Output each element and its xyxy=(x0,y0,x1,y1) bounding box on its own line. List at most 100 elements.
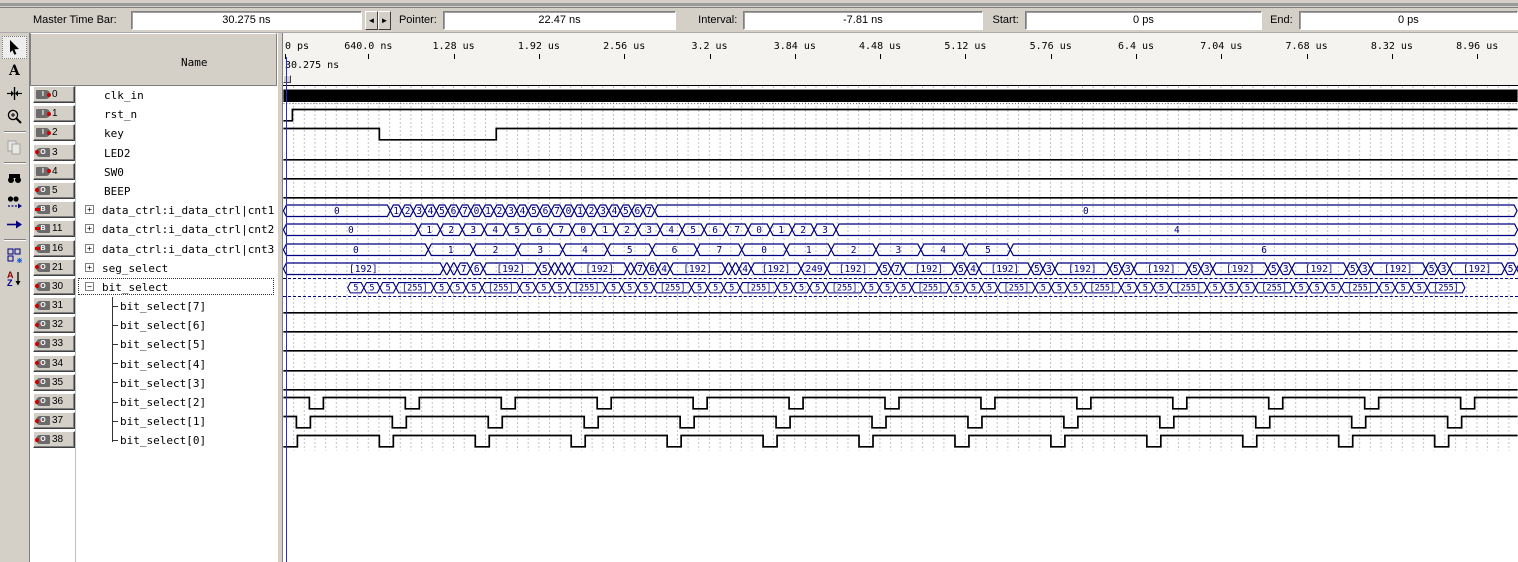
signal-row-rst_n[interactable]: I 1 rst_n xyxy=(30,105,277,124)
signal-name-label[interactable]: bit_select[3] xyxy=(120,376,207,390)
signal-name-label[interactable]: SW0 xyxy=(104,165,124,179)
signal-row-key[interactable]: I 2 key xyxy=(30,124,277,143)
wave-row-LED2[interactable] xyxy=(283,144,1518,163)
master-time-increment-button[interactable]: ► xyxy=(377,10,391,30)
wave-row-cnt3[interactable]: 0 1 2 3 4 5 6 7 0 1 2 3 4 5 6 xyxy=(283,240,1518,259)
signal-row-clk_in[interactable]: I 0 clk_in xyxy=(30,86,277,105)
signal-name-label[interactable]: BEEP xyxy=(104,184,131,198)
signal-row-bit_select[7][interactable]: O 31 bit_select[7] xyxy=(30,297,277,317)
signal-row-LED2[interactable]: O 3 LED2 xyxy=(30,143,277,163)
row-number-button[interactable]: O 21 xyxy=(33,258,75,276)
signal-row-bit_select[4][interactable]: O 34 bit_select[4] xyxy=(30,354,277,374)
master-time-decrement-button[interactable]: ◄ xyxy=(365,10,378,30)
signal-row-data_ctrl:i_data_ctrl|cnt2[interactable]: B 11 + data_ctrl:i_data_ctrl|cnt2 xyxy=(30,220,277,239)
row-number-button[interactable]: O 34 xyxy=(33,354,75,372)
signal-row-bit_select[0][interactable]: O 38 bit_select[0] xyxy=(30,431,277,450)
wave-row-key[interactable] xyxy=(283,124,1518,143)
pattern-tool[interactable] xyxy=(2,244,27,267)
time-bar-handle[interactable] xyxy=(283,75,291,83)
start-value[interactable]: 0 ps xyxy=(1024,10,1263,30)
wave-row-bit_select[3][interactable] xyxy=(283,374,1518,393)
wave-row-cnt2[interactable]: 0 1 2 3 4 5 6 7 0 1 2 3 4 5 6 7 0 1 2 3 4 xyxy=(283,220,1518,239)
signal-name-label[interactable]: data_ctrl:i_data_ctrl|cnt3 xyxy=(102,242,275,256)
signal-row-bit_select[interactable]: O 30− bit_select xyxy=(30,277,277,297)
signal-row-bit_select[3][interactable]: O 35 bit_select[3] xyxy=(30,373,277,393)
signal-name-label[interactable]: bit_select[0] xyxy=(120,434,207,448)
signal-row-seg_select[interactable]: O 21 + seg_select xyxy=(30,258,277,278)
wave-row-clk_in[interactable] xyxy=(283,86,1518,105)
signal-row-SW0[interactable]: I 4 SW0 xyxy=(30,162,277,182)
signal-row-BEEP[interactable]: O 5 BEEP xyxy=(30,181,277,201)
signal-name-label[interactable]: bit_select[2] xyxy=(120,396,207,409)
wave-row-bit_select[5][interactable] xyxy=(283,335,1518,354)
row-number-button[interactable]: O 32 xyxy=(33,316,75,334)
signal-name-label[interactable]: data_ctrl:i_data_ctrl|cnt1 xyxy=(102,204,275,218)
text-tool[interactable]: A xyxy=(2,59,27,82)
expand-toggle-expanded[interactable]: − xyxy=(85,281,94,291)
wave-row-bit_select[0][interactable] xyxy=(283,431,1518,450)
end-value[interactable]: 0 ps xyxy=(1298,10,1518,30)
expand-toggle-collapsed[interactable]: + xyxy=(85,262,94,272)
wave-row-BEEP[interactable] xyxy=(283,182,1518,201)
wave-row-bit_select[7][interactable] xyxy=(283,297,1518,316)
signal-name-label[interactable]: rst_n xyxy=(104,108,138,122)
signal-row-data_ctrl:i_data_ctrl|cnt1[interactable]: B 6 + data_ctrl:i_data_ctrl|cnt1 xyxy=(30,201,277,220)
expand-toggle-collapsed[interactable]: + xyxy=(85,243,94,253)
goto-tool[interactable] xyxy=(2,213,27,236)
find-next-tool[interactable] xyxy=(2,190,27,213)
row-number-button[interactable]: O 35 xyxy=(33,373,75,391)
wave-row-bit_select[6][interactable] xyxy=(283,316,1518,335)
row-number-button[interactable]: B 11 xyxy=(33,220,75,238)
panel-splitter[interactable] xyxy=(277,33,283,562)
row-number-button[interactable]: O 33 xyxy=(33,335,75,353)
wave-row-SW0[interactable] xyxy=(283,163,1518,182)
row-number-button[interactable]: O 38 xyxy=(33,431,75,449)
master-time-cursor-line[interactable] xyxy=(286,57,287,562)
waveform-edit-tool[interactable] xyxy=(2,82,27,105)
signal-name-label[interactable]: bit_select[1] xyxy=(120,415,207,429)
row-number-button[interactable]: O 30 xyxy=(33,277,75,295)
master-time-bar-value[interactable]: 30.275 ns xyxy=(130,10,363,30)
wave-row-bit_select[4][interactable] xyxy=(283,355,1518,374)
wave-row-seg_select[interactable]: [192] 7 6 [192] 5 [192] 7 6 4 [192] 4 [192] 249 [192]… xyxy=(283,259,1518,278)
row-number-button[interactable]: O 37 xyxy=(33,412,75,430)
row-number-button[interactable]: O 31 xyxy=(33,297,75,315)
signal-name-label[interactable]: bit_select xyxy=(102,280,169,294)
wave-row-bit_select[1][interactable] xyxy=(283,412,1518,431)
signal-name-label[interactable]: seg_select xyxy=(102,261,169,275)
signal-name-label[interactable]: data_ctrl:i_data_ctrl|cnt2 xyxy=(102,223,275,237)
signal-row-data_ctrl:i_data_ctrl|cnt3[interactable]: B 16 + data_ctrl:i_data_ctrl|cnt3 xyxy=(30,239,277,259)
row-number-button[interactable]: B 16 xyxy=(33,239,75,257)
signal-row-bit_select[2][interactable]: O 36 bit_select[2] xyxy=(30,393,277,413)
signal-name-label[interactable]: bit_select[7] xyxy=(120,300,207,314)
wave-row-bit_select[interactable]: 5 5 5 [255] 5 5 5 [255] 5 5 5 [255] 5 5 5 [255] 5 5 5 [255]… xyxy=(283,277,1518,298)
svg-text:5: 5 xyxy=(690,225,696,236)
signal-name-label[interactable]: LED2 xyxy=(104,146,131,160)
timeline-ruler[interactable]: 30.275 ns 0 ps 640.0 ns 1.28 us 1.92 us 2.56… xyxy=(283,33,1518,86)
find-tool[interactable] xyxy=(2,167,27,190)
signal-row-bit_select[5][interactable]: O 33 bit_select[5] xyxy=(30,335,277,355)
signal-row-bit_select[6][interactable]: O 32 bit_select[6] xyxy=(30,316,277,336)
wave-row-bit_select[2][interactable] xyxy=(283,393,1518,412)
expand-toggle-collapsed[interactable]: + xyxy=(85,205,94,215)
signal-name-label[interactable]: bit_select[5] xyxy=(120,338,207,352)
zoom-tool[interactable] xyxy=(2,105,27,128)
selection-tool[interactable] xyxy=(2,36,27,59)
signal-name-label[interactable]: key xyxy=(104,127,124,141)
signal-name-label[interactable]: clk_in xyxy=(104,89,144,102)
wave-row-rst_n[interactable] xyxy=(283,105,1518,124)
signal-name-label[interactable]: bit_select[6] xyxy=(120,319,207,333)
row-number-button[interactable]: O 36 xyxy=(33,393,75,410)
expand-toggle-collapsed[interactable]: + xyxy=(85,224,94,234)
signal-row-bit_select[1][interactable]: O 37 bit_select[1] xyxy=(30,412,277,432)
signal-name-label[interactable]: bit_select[4] xyxy=(120,357,207,371)
